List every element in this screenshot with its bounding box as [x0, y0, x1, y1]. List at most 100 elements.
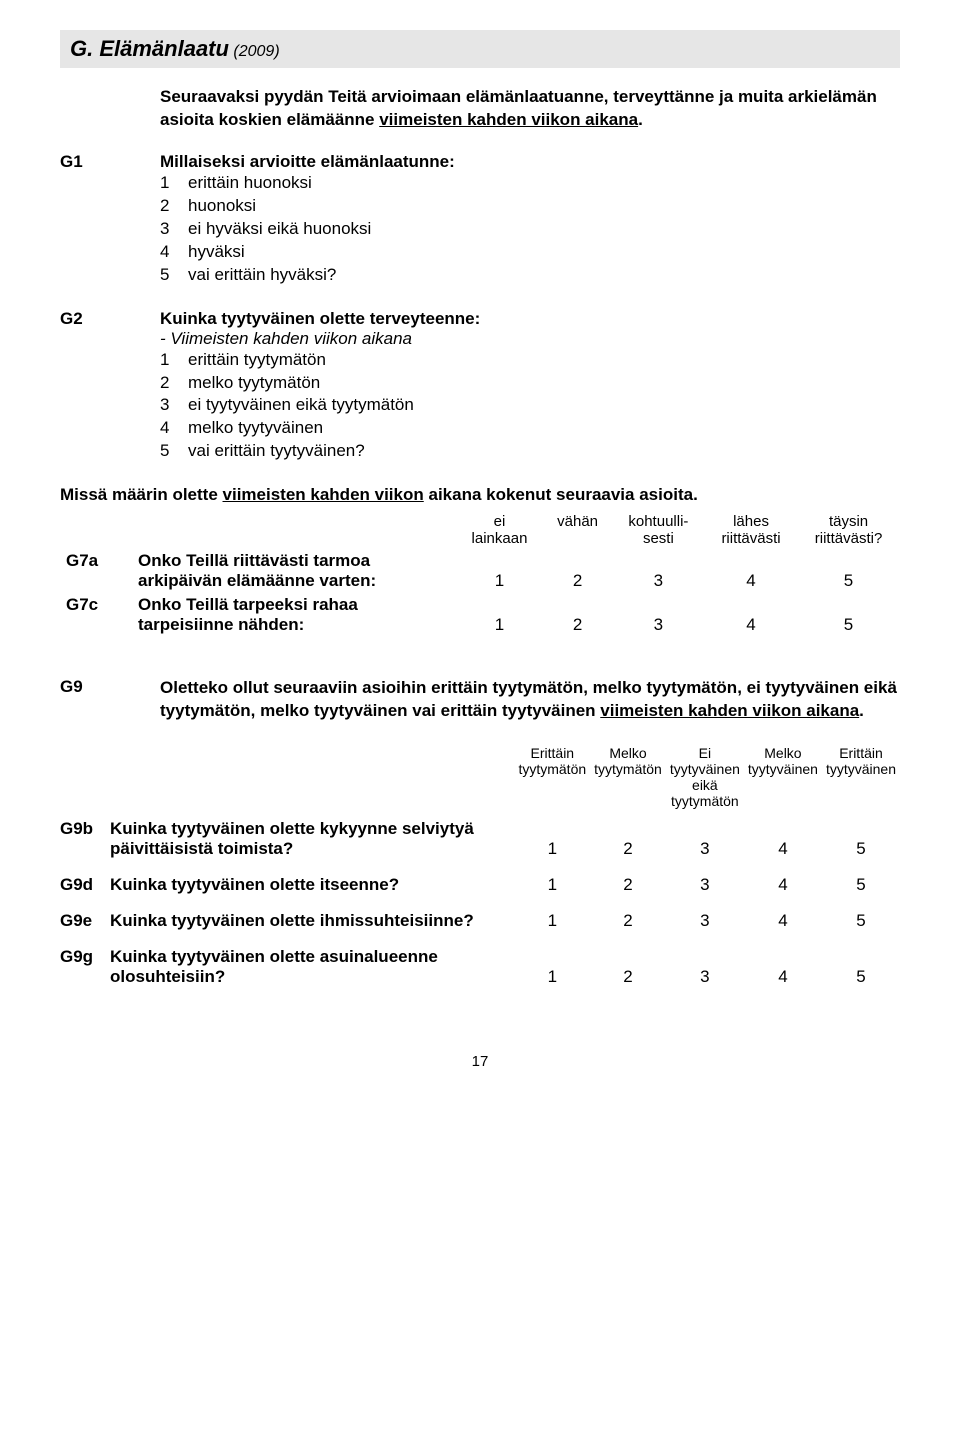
table-row: G9d Kuinka tyytyväinen olette itseenne? … [60, 865, 900, 901]
col-header: eilainkaan [456, 511, 544, 549]
col-header: Erittäintyytymätön [514, 745, 590, 809]
opt-text: erittäin tyytymätön [188, 349, 326, 372]
g9-text-underline: viimeisten kahden viikon aikana [600, 701, 859, 720]
cell: 3 [666, 901, 744, 937]
row-code: G9d [60, 865, 110, 901]
row-label: Onko Teillä riittävästi tarmoa arkipäivä… [132, 549, 456, 593]
g7-intro-pre: Missä määrin olette [60, 485, 223, 504]
q-options: 1erittäin tyytymätön 2melko tyytymätön 3… [160, 349, 900, 464]
g7-intro-underline: viimeisten kahden viikon [223, 485, 424, 504]
cell: 2 [590, 809, 666, 865]
opt-num: 1 [160, 349, 188, 372]
cell: 3 [666, 937, 744, 993]
section-header: G. Elämänlaatu (2009) [60, 30, 900, 68]
g9-table: Erittäintyytymätön Melkotyytymätön Eityy… [60, 745, 900, 993]
g9-text: Oletteko ollut seuraaviin asioihin eritt… [160, 677, 900, 723]
col-header: Erittäintyytyväinen [822, 745, 900, 809]
table-row: G7c Onko Teillä tarpeeksi rahaa tarpeisi… [60, 593, 900, 637]
table-row: G7a Onko Teillä riittävästi tarmoa arkip… [60, 549, 900, 593]
opt-text: ei hyväksi eikä huonoksi [188, 218, 371, 241]
question-g1: G1 Millaiseksi arvioitte elämänlaatunne:… [60, 152, 900, 287]
g7-intro: Missä määrin olette viimeisten kahden vi… [60, 485, 900, 505]
col-header: Eityytyväineneikätyytymätön [666, 745, 744, 809]
cell: 2 [590, 937, 666, 993]
row-label: Kuinka tyytyväinen olette itseenne? [110, 865, 514, 901]
row-code: G9g [60, 937, 110, 993]
col-header: Melkotyytymätön [590, 745, 666, 809]
row-code: G9b [60, 809, 110, 865]
q-note: - Viimeisten kahden viikon aikana [160, 329, 900, 349]
cell: 3 [666, 809, 744, 865]
col-header: vähän [543, 511, 611, 549]
cell: 5 [822, 937, 900, 993]
opt-num: 4 [160, 241, 188, 264]
table-row: G9g Kuinka tyytyväinen olette asuinaluee… [60, 937, 900, 993]
cell: 1 [456, 593, 544, 637]
cell: 2 [590, 901, 666, 937]
table-row: G9e Kuinka tyytyväinen olette ihmissuhte… [60, 901, 900, 937]
cell: 4 [744, 901, 822, 937]
opt-text: erittäin huonoksi [188, 172, 312, 195]
cell: 4 [744, 937, 822, 993]
col-header: Melkotyytyväinen [744, 745, 822, 809]
q-title: Kuinka tyytyväinen olette terveyteenne: [160, 309, 900, 329]
cell: 5 [822, 865, 900, 901]
q-code: G1 [60, 152, 160, 287]
cell: 3 [612, 593, 705, 637]
question-g9: G9 Oletteko ollut seuraaviin asioihin er… [60, 677, 900, 723]
cell: 1 [514, 901, 590, 937]
intro-underline: viimeisten kahden viikon aikana [379, 110, 638, 129]
opt-text: melko tyytyväinen [188, 417, 323, 440]
g9-text-post: . [859, 701, 864, 720]
question-g2: G2 Kuinka tyytyväinen olette terveyteenn… [60, 309, 900, 464]
row-label: Kuinka tyytyväinen olette asuinalueenne … [110, 937, 514, 993]
cell: 4 [744, 865, 822, 901]
cell: 4 [705, 549, 797, 593]
q-title: Millaiseksi arvioitte elämänlaatunne: [160, 152, 900, 172]
row-label: Kuinka tyytyväinen olette ihmissuhteisii… [110, 901, 514, 937]
cell: 5 [822, 901, 900, 937]
cell: 1 [514, 809, 590, 865]
opt-text: vai erittäin hyväksi? [188, 264, 336, 287]
opt-num: 5 [160, 440, 188, 463]
opt-text: melko tyytymätön [188, 372, 320, 395]
cell: 2 [590, 865, 666, 901]
cell: 2 [543, 593, 611, 637]
row-code: G7a [60, 549, 132, 593]
col-header: lähesriittävästi [705, 511, 797, 549]
table-row: G9b Kuinka tyytyväinen olette kykyynne s… [60, 809, 900, 865]
q-code: G2 [60, 309, 160, 464]
opt-text: ei tyytyväinen eikä tyytymätön [188, 394, 414, 417]
opt-num: 3 [160, 394, 188, 417]
row-label: Kuinka tyytyväinen olette kykyynne selvi… [110, 809, 514, 865]
section-year: (2009) [233, 43, 279, 60]
opt-text: huonoksi [188, 195, 256, 218]
cell: 1 [514, 937, 590, 993]
g7-table: eilainkaan vähän kohtuulli-sesti lähesri… [60, 511, 900, 637]
row-code: G7c [60, 593, 132, 637]
opt-text: vai erittäin tyytyväinen? [188, 440, 365, 463]
col-header: kohtuulli-sesti [612, 511, 705, 549]
cell: 4 [744, 809, 822, 865]
q-options: 1erittäin huonoksi 2huonoksi 3ei hyväksi… [160, 172, 900, 287]
cell: 1 [514, 865, 590, 901]
cell: 3 [612, 549, 705, 593]
intro-text: Seuraavaksi pyydän Teitä arvioimaan eläm… [160, 86, 900, 132]
section-title: G. Elämänlaatu [70, 36, 229, 61]
cell: 3 [666, 865, 744, 901]
cell: 4 [705, 593, 797, 637]
opt-num: 2 [160, 372, 188, 395]
opt-num: 3 [160, 218, 188, 241]
opt-num: 2 [160, 195, 188, 218]
cell: 5 [797, 549, 900, 593]
cell: 5 [797, 593, 900, 637]
cell: 2 [543, 549, 611, 593]
opt-text: hyväksi [188, 241, 245, 264]
row-label: Onko Teillä tarpeeksi rahaa tarpeisiinne… [132, 593, 456, 637]
row-code: G9e [60, 901, 110, 937]
page-number: 17 [60, 1053, 900, 1070]
g7-intro-post: aikana kokenut seuraavia asioita. [424, 485, 698, 504]
q-code: G9 [60, 677, 160, 723]
opt-num: 5 [160, 264, 188, 287]
intro-tail: . [638, 110, 643, 129]
